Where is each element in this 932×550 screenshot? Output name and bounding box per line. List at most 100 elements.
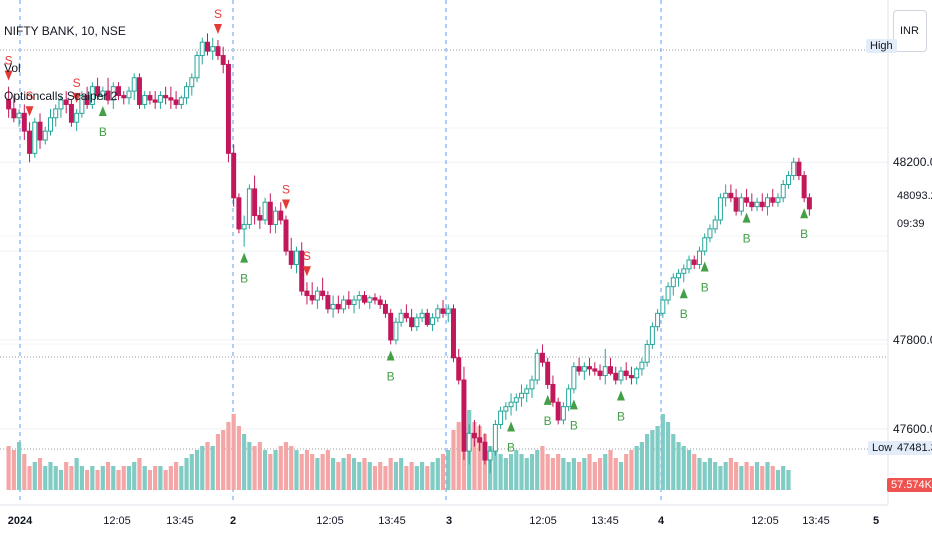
candle-body xyxy=(16,112,22,119)
candle-body xyxy=(414,317,420,328)
time-axis[interactable]: 2024 12:05 13:45 2 12:05 13:45 3 12:05 13:45 4 12:… xyxy=(0,504,888,527)
candle-body xyxy=(356,295,362,301)
volume-bar xyxy=(571,458,576,490)
candle-body xyxy=(471,432,477,439)
candle xyxy=(346,291,352,309)
volume-bar xyxy=(22,454,27,490)
candle-body xyxy=(686,259,692,270)
volume-bar xyxy=(713,462,718,490)
candle-body xyxy=(587,366,593,370)
volume-bar xyxy=(325,450,330,490)
indicator-scalper[interactable]: Optioncalls Scalper 2 xyxy=(4,89,118,103)
candle xyxy=(733,188,739,216)
volume-bar xyxy=(545,454,550,490)
time-label: 12:05 xyxy=(316,515,344,527)
candle xyxy=(660,295,666,318)
candle xyxy=(304,282,310,305)
candle xyxy=(744,188,750,207)
candle-body xyxy=(47,117,53,132)
volume-bar xyxy=(477,426,482,490)
buy-arrow xyxy=(386,350,395,361)
candle xyxy=(581,362,587,380)
volume-bar xyxy=(226,422,231,490)
volume-bar xyxy=(524,458,529,490)
candle-body xyxy=(754,201,760,208)
volume-bar xyxy=(430,462,435,490)
high-tag: High xyxy=(866,39,897,53)
buy-arrow xyxy=(98,106,107,116)
candle xyxy=(414,313,420,332)
candle-body xyxy=(189,77,195,88)
candle-body xyxy=(639,361,645,370)
candle xyxy=(550,375,556,407)
candle xyxy=(68,100,74,127)
volume-bar xyxy=(718,466,723,490)
volume-bar xyxy=(111,466,116,490)
volume-bar xyxy=(215,434,221,490)
currency-button[interactable]: INR xyxy=(893,10,927,52)
candle xyxy=(545,357,551,389)
candle xyxy=(6,86,12,118)
candle-body xyxy=(749,201,755,208)
low-tag: Low xyxy=(868,441,897,455)
candle-body xyxy=(665,286,671,301)
volume-bar xyxy=(205,442,210,490)
candle-body xyxy=(791,161,797,177)
sell-arrow xyxy=(213,24,222,34)
candle-body xyxy=(597,370,603,377)
candle xyxy=(587,357,593,376)
candle xyxy=(110,82,116,109)
candle xyxy=(131,73,137,100)
candle-body xyxy=(733,197,739,212)
candle-body xyxy=(770,197,776,203)
candle xyxy=(592,362,598,376)
volume-bar xyxy=(294,450,299,490)
volume-bar xyxy=(634,446,639,490)
candle xyxy=(670,273,676,296)
candle xyxy=(100,86,106,100)
volume-bar xyxy=(69,466,74,490)
volume-bar xyxy=(362,458,367,490)
candle xyxy=(702,233,708,256)
candle-body xyxy=(341,299,347,310)
volume-bar xyxy=(304,450,310,490)
volume-bar xyxy=(435,458,440,490)
candle xyxy=(566,384,572,412)
buy-label: B xyxy=(99,125,107,139)
candle-body xyxy=(121,95,127,99)
volume-bar xyxy=(100,466,105,490)
volume-bar xyxy=(597,458,603,490)
candle xyxy=(152,91,158,109)
volume-bar xyxy=(231,414,236,490)
indicator-vol[interactable]: Vol xyxy=(4,61,21,75)
candle xyxy=(623,362,629,380)
candle-body xyxy=(581,366,587,372)
time-label: 13:45 xyxy=(166,515,194,527)
candle-body xyxy=(545,361,551,385)
candle xyxy=(445,304,451,323)
candle-body xyxy=(110,86,116,101)
volume-bar xyxy=(676,442,681,490)
candle-body xyxy=(702,237,708,252)
candle xyxy=(539,344,545,367)
candle-body xyxy=(126,90,132,99)
volume-bar xyxy=(629,450,634,490)
candle-body xyxy=(765,197,771,208)
volume-bar xyxy=(242,434,247,490)
candle xyxy=(299,242,305,296)
candle xyxy=(351,295,357,314)
volume-bar xyxy=(132,462,137,490)
candle-body xyxy=(780,183,786,199)
candle xyxy=(806,193,812,216)
price-axis[interactable]: 48200.00 47800.00 47600.00 xyxy=(887,0,932,505)
candle-body xyxy=(759,201,765,208)
volume-bar xyxy=(739,466,744,490)
volume-bar xyxy=(357,462,362,490)
volume-bar xyxy=(519,454,524,490)
candle xyxy=(498,406,504,429)
candle-body xyxy=(309,295,315,301)
candle xyxy=(655,308,661,332)
candles[interactable] xyxy=(6,33,812,474)
